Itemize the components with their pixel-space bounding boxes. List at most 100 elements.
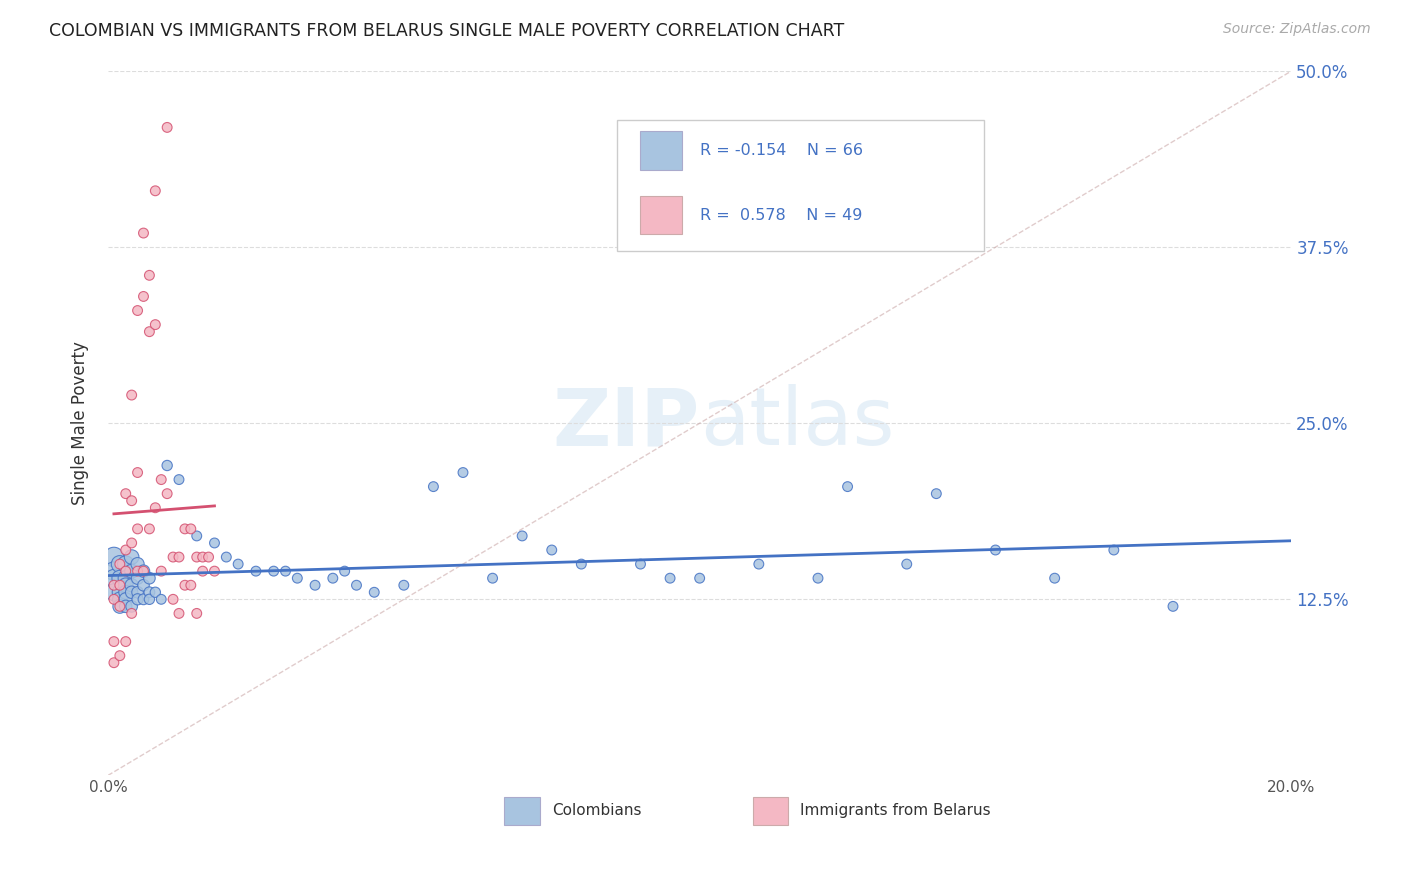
Point [114, 585, 136, 599]
Point [132, 289, 155, 303]
Point [103, 592, 125, 607]
Point [138, 325, 160, 339]
Point [191, 550, 214, 565]
Point [422, 480, 444, 494]
Point [108, 592, 131, 607]
Point [143, 500, 166, 515]
Point [138, 585, 160, 599]
Point [127, 522, 149, 536]
Text: ZIP: ZIP [553, 384, 700, 462]
Point [451, 466, 474, 480]
FancyBboxPatch shape [641, 195, 682, 235]
Point [1043, 571, 1066, 585]
Point [510, 529, 533, 543]
Point [103, 634, 125, 648]
Point [245, 564, 267, 578]
Point [186, 550, 208, 565]
Point [114, 578, 136, 592]
Point [127, 466, 149, 480]
Point [156, 458, 179, 473]
Point [121, 388, 143, 402]
Point [108, 578, 131, 592]
Point [127, 571, 149, 585]
Point [114, 564, 136, 578]
Point [180, 522, 202, 536]
Point [103, 585, 125, 599]
Point [132, 564, 155, 578]
Point [925, 486, 948, 500]
Point [630, 557, 652, 571]
Point [186, 529, 208, 543]
Point [285, 571, 308, 585]
Point [1161, 599, 1184, 614]
Point [481, 571, 503, 585]
Point [114, 571, 136, 585]
Point [274, 564, 297, 578]
Point [263, 564, 285, 578]
Point [121, 493, 143, 508]
Point [174, 578, 197, 592]
Point [748, 557, 770, 571]
Point [689, 571, 711, 585]
Point [103, 550, 125, 565]
Point [132, 226, 155, 240]
Point [114, 543, 136, 558]
Text: R = -0.154    N = 66: R = -0.154 N = 66 [700, 143, 863, 158]
Point [108, 599, 131, 614]
Point [138, 522, 160, 536]
Point [150, 473, 173, 487]
Point [132, 592, 155, 607]
Point [127, 592, 149, 607]
Point [174, 522, 197, 536]
Point [138, 571, 160, 585]
Point [540, 543, 562, 558]
Point [121, 585, 143, 599]
Point [127, 557, 149, 571]
Y-axis label: Single Male Poverty: Single Male Poverty [72, 342, 89, 505]
Point [114, 599, 136, 614]
FancyBboxPatch shape [641, 131, 682, 169]
Point [138, 592, 160, 607]
Point [132, 564, 155, 578]
FancyBboxPatch shape [752, 797, 789, 825]
Point [204, 536, 226, 550]
Point [121, 607, 143, 621]
Point [304, 578, 326, 592]
Point [114, 486, 136, 500]
Point [150, 564, 173, 578]
Point [103, 578, 125, 592]
Point [108, 648, 131, 663]
Point [363, 585, 385, 599]
Point [143, 318, 166, 332]
Point [186, 607, 208, 621]
Point [108, 557, 131, 571]
Point [132, 578, 155, 592]
Text: Immigrants from Belarus: Immigrants from Belarus [800, 803, 991, 818]
Point [103, 564, 125, 578]
Point [569, 557, 592, 571]
Point [392, 578, 415, 592]
Point [346, 578, 368, 592]
Point [127, 564, 149, 578]
Point [108, 571, 131, 585]
Point [138, 268, 160, 283]
FancyBboxPatch shape [505, 797, 540, 825]
Text: COLOMBIAN VS IMMIGRANTS FROM BELARUS SINGLE MALE POVERTY CORRELATION CHART: COLOMBIAN VS IMMIGRANTS FROM BELARUS SIN… [49, 22, 845, 40]
Point [162, 592, 184, 607]
Point [143, 585, 166, 599]
Point [191, 564, 214, 578]
Point [837, 480, 859, 494]
Point [167, 550, 190, 565]
Point [108, 599, 131, 614]
Point [143, 184, 166, 198]
Point [108, 557, 131, 571]
Point [197, 550, 219, 565]
Point [114, 592, 136, 607]
Text: R =  0.578    N = 49: R = 0.578 N = 49 [700, 208, 862, 223]
Point [984, 543, 1007, 558]
Point [156, 120, 179, 135]
Point [103, 571, 125, 585]
Point [226, 557, 249, 571]
Point [103, 656, 125, 670]
Text: Colombians: Colombians [551, 803, 641, 818]
